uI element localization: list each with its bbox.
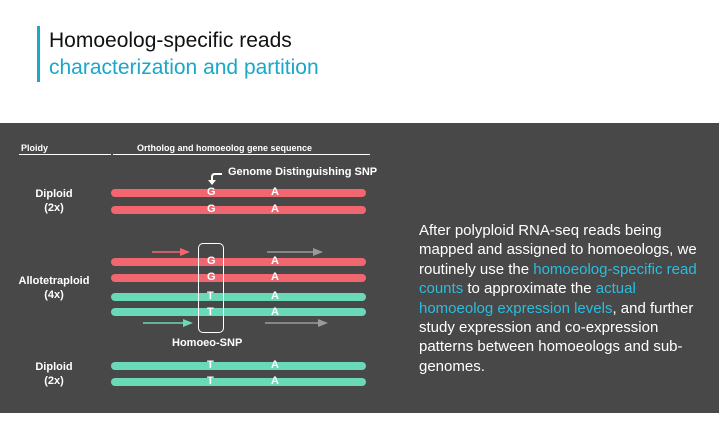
sequence-bar <box>111 362 366 370</box>
ploidy-label-diploid-bottom: Diploid (2x) <box>9 360 99 388</box>
snp-nucleotide: T <box>207 306 214 318</box>
description-highlight: actual homoeolog expression levels <box>419 280 636 317</box>
sequence-bar <box>111 308 366 316</box>
title-accent-bar <box>37 26 40 82</box>
ploidy-level: (2x) <box>44 375 64 387</box>
read-arrowhead-red <box>180 248 190 256</box>
ploidy-name: Allotetraploid <box>18 275 90 287</box>
ploidy-header-underline <box>19 154 111 155</box>
snp-callout-arrowhead <box>208 180 216 185</box>
site-nucleotide: A <box>271 306 279 318</box>
sequence-header: Ortholog and homoeolog gene sequence <box>137 143 313 153</box>
page-title: Homoeolog-specific reads <box>49 29 292 52</box>
snp-nucleotide: T <box>207 359 214 371</box>
sequence-bar <box>111 274 366 282</box>
description-part: After polyploid RNA-seq reads being mapp… <box>419 222 697 278</box>
snp-callout-arrow <box>211 173 222 181</box>
ploidy-header: Ploidy <box>21 143 49 153</box>
snp-nucleotide: T <box>207 375 214 387</box>
description-text: After polyploid RNA-seq reads being mapp… <box>419 221 709 376</box>
page-subtitle: characterization and partition <box>49 56 319 79</box>
read-arrowhead-gray <box>313 248 323 256</box>
description-highlight: homoeolog-specific read counts <box>419 260 697 298</box>
snp-nucleotide: T <box>207 290 214 302</box>
ploidy-name: Diploid <box>35 188 73 200</box>
sequence-header-underline <box>113 154 370 155</box>
snp-nucleotide: G <box>207 255 216 267</box>
ploidy-label-allotetraploid: Allotetraploid (4x) <box>9 274 99 302</box>
description-part: to approximate the <box>463 280 596 298</box>
site-nucleotide: A <box>271 186 279 198</box>
snp-nucleotide: G <box>207 203 216 215</box>
ploidy-label-diploid-top: Diploid (2x) <box>9 187 99 215</box>
homoeo-snp-highlight-box <box>198 243 224 333</box>
read-arrowhead-gray-bottom <box>318 319 328 327</box>
ploidy-level: (2x) <box>44 202 64 214</box>
sequence-bar <box>111 206 366 214</box>
snp-nucleotide: G <box>207 271 216 283</box>
homoeo-snp-label: Homoeo-SNP <box>172 337 243 349</box>
sequence-bar <box>111 258 366 266</box>
site-nucleotide: A <box>271 359 279 371</box>
site-nucleotide: A <box>271 203 279 215</box>
ploidy-level: (4x) <box>44 289 64 301</box>
read-arrowhead-green <box>183 319 193 327</box>
diagram-arrows <box>143 173 328 327</box>
sequence-bar <box>111 378 366 386</box>
site-nucleotide: A <box>271 271 279 283</box>
diagram-panel: Ploidy Ortholog and homoeolog gene seque… <box>0 123 719 413</box>
sequence-bar <box>111 189 366 197</box>
ploidy-name: Diploid <box>35 361 73 373</box>
genome-snp-label: Genome Distinguishing SNP <box>228 166 378 178</box>
site-nucleotide: A <box>271 255 279 267</box>
site-nucleotide: A <box>271 290 279 302</box>
description-part: , and further study expression and co-ex… <box>419 299 694 375</box>
site-nucleotide: A <box>271 375 279 387</box>
sequence-bar <box>111 293 366 301</box>
snp-nucleotide: G <box>207 186 216 198</box>
